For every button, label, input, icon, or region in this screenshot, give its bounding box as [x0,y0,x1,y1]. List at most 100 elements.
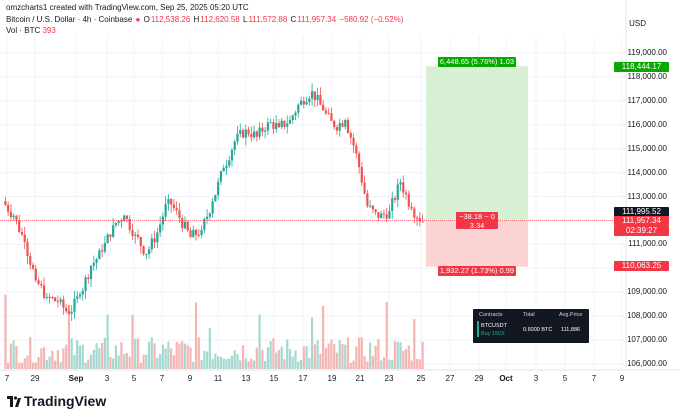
time-tick-label: 9 [619,374,625,383]
candle-body [236,133,239,142]
volume-bar [78,345,82,369]
volume-bar [208,328,211,369]
tradingview-logo-icon [7,396,21,407]
candle-body [62,299,65,308]
time-tick-label: 17 [298,374,308,383]
candle-body [4,201,7,206]
candle-body [54,297,57,302]
volume-bar [167,341,170,369]
time-tick-label: 19 [327,374,337,383]
candle-body [15,215,18,221]
tradingview-brand[interactable]: TradingView [24,393,107,409]
volume-bar [62,348,65,369]
candle-body [399,182,402,185]
candle-body [380,213,383,219]
candle-body [65,307,68,312]
candle-body [78,294,82,297]
candle-body [18,220,21,233]
candle-body [269,122,272,124]
candle-body [363,182,366,194]
price-tick-label: 106,000.00 [626,359,667,368]
candle-body [228,160,231,166]
volume-bar [252,360,256,369]
candle-body [31,264,35,269]
volume-bar [189,347,192,369]
candle-body [109,234,112,237]
time-tick-label: Oct [499,374,513,383]
volume-bar [371,355,374,369]
position-center-label[interactable]: −38.18 ~ 0 3.34 [456,212,498,229]
header-total: Total [523,312,535,318]
candle-body [316,94,319,101]
price-tick-label: 119,000.00 [627,48,667,57]
candle-body [277,122,281,128]
volume-bar [269,341,272,369]
candle-body [51,296,54,298]
time-tick-label: 21 [355,374,365,383]
candle-body [264,130,267,132]
volume-name[interactable]: Vol · BTC [6,26,41,35]
candle-body [178,210,181,219]
volume-bar [369,342,372,369]
volume-bar [59,362,62,369]
candle-body [338,123,341,131]
currency-label[interactable]: USD [629,19,646,28]
candle-body [294,112,297,116]
price-tick-label: 115,000.00 [627,143,667,153]
volume-bar [280,346,283,369]
volume-bar [95,343,98,369]
candle-body [183,221,187,229]
volume-bar [233,350,236,369]
volume-bar [396,341,399,369]
candle-body [23,234,26,242]
volume-bar [9,343,13,369]
price-tick-label: 114,000.00 [627,167,667,177]
candle-body [413,208,416,218]
volume-bar [330,339,333,369]
candle-body [360,167,363,183]
price-tick-label: 107,000.00 [626,335,667,345]
candle-body [34,268,37,281]
symbol-header: Bitcoin / U.S. Dollar · 4h · Coinbase ● … [6,15,404,24]
volume-bar [73,355,76,369]
volume-bar [393,341,397,369]
volume-bar [322,305,325,369]
candle-body [407,194,410,207]
candle-body [200,230,203,236]
volume-bar [40,348,43,369]
time-tick-label: 23 [384,374,394,383]
candle-body [181,218,184,229]
loss-label[interactable]: 1,932.27 (1.73%) 0.99 [438,266,516,276]
symbol-name[interactable]: Bitcoin / U.S. Dollar · 4h · Coinbase [6,15,133,24]
volume-bar [159,354,162,369]
volume-bar [258,314,261,369]
candle-body [170,198,173,205]
candle-body [297,104,300,113]
candle-body [214,194,217,202]
candle-body [56,301,59,303]
volume-bar [363,356,366,369]
volume-bar [255,347,258,369]
volume-bar [352,360,355,369]
candle-body [175,207,178,211]
volume-bar [357,337,361,369]
low-label: L [242,15,248,24]
positions-table[interactable]: Contracts Total Avg.Price BTCUSDT Buy 15… [473,309,589,343]
candlesticks [4,83,424,321]
volume-bar [382,357,386,369]
candle-body [150,238,153,250]
candle-body [29,256,32,265]
volume-bar [18,362,21,369]
high-value: 112,620.58 [200,15,240,24]
candle-body [341,123,344,127]
profit-label[interactable]: 6,448.65 (5.76%) 1.03 [438,57,516,67]
candle-body [418,218,421,222]
candle-body [322,104,325,111]
volume-bar [92,349,95,369]
candle-body [131,229,134,236]
candle-body [205,216,209,219]
candle-body [172,204,176,208]
volume-bar [51,350,54,369]
candle-body [327,113,330,115]
